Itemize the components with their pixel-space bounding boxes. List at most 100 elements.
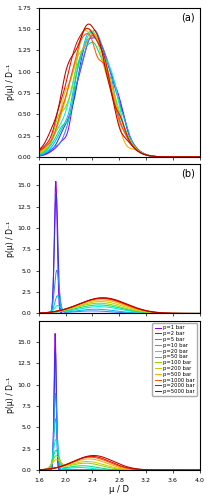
p=500 bar bbox=[37, 467, 40, 473]
p=1 bar bbox=[133, 467, 135, 473]
Line: p=2 bar: p=2 bar bbox=[39, 350, 200, 470]
p=200 bar bbox=[133, 467, 135, 473]
p=200 bar bbox=[55, 456, 58, 462]
p=1000 bar bbox=[145, 467, 148, 473]
p=2 bar bbox=[133, 467, 135, 473]
p=2 bar bbox=[54, 348, 57, 354]
p=50 bar bbox=[133, 467, 135, 473]
p=5000 bar bbox=[133, 466, 135, 471]
p=2 bar bbox=[198, 467, 201, 473]
p=500 bar bbox=[66, 462, 68, 468]
p=1 bar bbox=[95, 467, 98, 473]
p=500 bar bbox=[133, 466, 135, 472]
p=2 bar bbox=[145, 467, 148, 473]
p=1 bar bbox=[66, 467, 69, 473]
Line: p=500 bar: p=500 bar bbox=[39, 459, 200, 470]
p=5000 bar bbox=[92, 452, 95, 458]
Line: p=1 bar: p=1 bar bbox=[39, 334, 200, 470]
p=500 bar bbox=[145, 467, 148, 473]
Legend: p=1 bar, p=2 bar, p=5 bar, p=10 bar, p=20 bar, p=50 bar, p=100 bar, p=200 bar, p: p=1 bar, p=2 bar, p=5 bar, p=10 bar, p=2… bbox=[152, 324, 197, 396]
p=10 bar bbox=[110, 467, 113, 473]
Line: p=5000 bar: p=5000 bar bbox=[39, 456, 200, 470]
p=500 bar bbox=[159, 467, 161, 473]
Line: p=200 bar: p=200 bar bbox=[39, 460, 200, 470]
p=50 bar bbox=[159, 467, 161, 473]
p=5000 bar bbox=[79, 456, 81, 462]
p=100 bar bbox=[198, 467, 201, 473]
p=20 bar bbox=[159, 467, 161, 473]
p=20 bar bbox=[66, 466, 69, 471]
p=1 bar bbox=[79, 467, 82, 473]
p=100 bar bbox=[55, 453, 58, 459]
Text: (a): (a) bbox=[181, 12, 195, 22]
p=2000 bar bbox=[79, 456, 81, 462]
p=100 bar bbox=[133, 467, 135, 473]
p=200 bar bbox=[145, 467, 148, 473]
p=5000 bar bbox=[145, 466, 148, 472]
p=100 bar bbox=[66, 463, 69, 469]
p=5 bar bbox=[159, 467, 161, 473]
p=100 bar bbox=[110, 465, 113, 471]
p=50 bar bbox=[55, 448, 57, 454]
p=500 bar bbox=[198, 467, 201, 473]
p=5 bar bbox=[37, 467, 40, 473]
p=100 bar bbox=[37, 467, 40, 473]
p=1000 bar bbox=[110, 460, 113, 466]
p=20 bar bbox=[37, 467, 40, 473]
p=200 bar bbox=[198, 467, 201, 473]
p=500 bar bbox=[110, 462, 113, 468]
p=10 bar bbox=[127, 467, 129, 473]
p=1 bar bbox=[198, 467, 201, 473]
Y-axis label: p(μ) / D⁻¹: p(μ) / D⁻¹ bbox=[5, 378, 14, 414]
p=5000 bar bbox=[66, 462, 68, 468]
Y-axis label: p(μ) / D⁻¹: p(μ) / D⁻¹ bbox=[5, 221, 14, 257]
p=50 bar bbox=[66, 464, 69, 470]
p=100 bar bbox=[159, 467, 161, 473]
Line: p=5 bar: p=5 bar bbox=[39, 394, 200, 470]
p=5 bar bbox=[145, 467, 148, 473]
p=1000 bar bbox=[159, 467, 161, 473]
p=10 bar bbox=[37, 467, 40, 473]
p=20 bar bbox=[198, 467, 201, 473]
p=2000 bar bbox=[133, 466, 135, 472]
Text: (c): (c) bbox=[182, 325, 195, 335]
p=1 bar bbox=[54, 330, 56, 336]
p=5 bar bbox=[110, 467, 113, 473]
p=10 bar bbox=[145, 467, 148, 473]
p=5000 bar bbox=[159, 467, 161, 473]
p=2000 bar bbox=[159, 467, 161, 473]
p=100 bar bbox=[79, 460, 82, 466]
p=2 bar bbox=[159, 467, 161, 473]
p=20 bar bbox=[145, 467, 148, 473]
p=10 bar bbox=[66, 467, 69, 473]
Line: p=1000 bar: p=1000 bar bbox=[39, 457, 200, 470]
p=5000 bar bbox=[110, 458, 113, 464]
p=1000 bar bbox=[66, 461, 68, 467]
p=5000 bar bbox=[198, 467, 201, 473]
p=20 bar bbox=[54, 436, 57, 442]
p=5 bar bbox=[198, 467, 201, 473]
p=2 bar bbox=[79, 467, 82, 473]
Line: p=10 bar: p=10 bar bbox=[39, 419, 200, 470]
p=50 bar bbox=[37, 467, 40, 473]
Y-axis label: p(μ) / D⁻¹: p(μ) / D⁻¹ bbox=[5, 64, 14, 100]
p=200 bar bbox=[159, 467, 161, 473]
p=10 bar bbox=[54, 416, 57, 422]
p=1 bar bbox=[111, 467, 113, 473]
p=2 bar bbox=[101, 467, 103, 473]
p=2000 bar bbox=[90, 454, 93, 460]
p=1000 bar bbox=[198, 467, 201, 473]
p=2 bar bbox=[66, 467, 69, 473]
p=1 bar bbox=[159, 467, 161, 473]
p=5 bar bbox=[66, 467, 69, 473]
p=1 bar bbox=[37, 467, 40, 473]
p=200 bar bbox=[37, 467, 40, 473]
p=1000 bar bbox=[133, 466, 135, 472]
p=200 bar bbox=[110, 464, 113, 470]
Line: p=100 bar: p=100 bar bbox=[39, 456, 200, 470]
Text: (b): (b) bbox=[181, 168, 195, 178]
Line: p=50 bar: p=50 bar bbox=[39, 450, 200, 470]
p=20 bar bbox=[79, 464, 82, 470]
p=1000 bar bbox=[89, 454, 92, 460]
p=500 bar bbox=[79, 457, 81, 463]
